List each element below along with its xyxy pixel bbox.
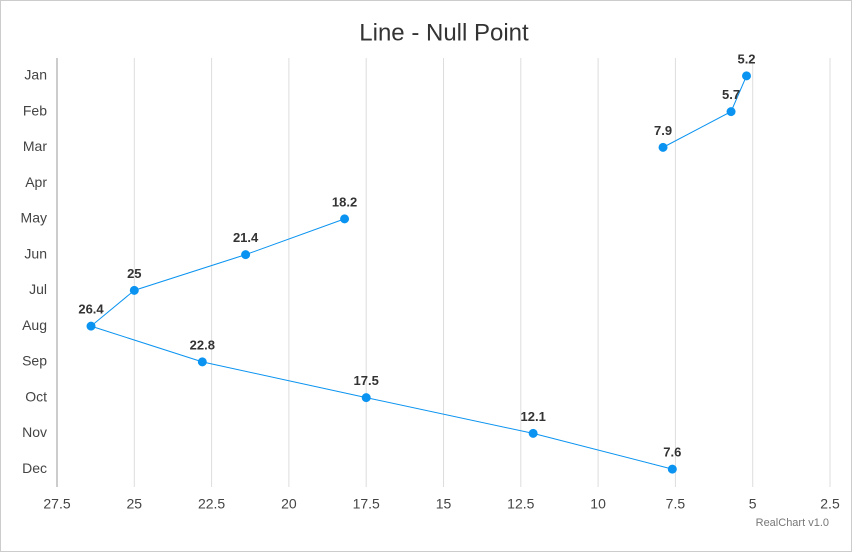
point <box>742 71 752 81</box>
value-label: 7.6 <box>663 445 681 460</box>
value-label: 17.5 <box>354 373 379 388</box>
point <box>528 428 538 438</box>
x-tick-label: 15 <box>436 496 452 512</box>
x-tick-label: 22.5 <box>198 496 225 512</box>
value-label: 7.9 <box>654 123 672 138</box>
point <box>658 142 668 152</box>
point <box>726 107 736 117</box>
point <box>129 285 139 295</box>
x-tick-label: 25 <box>127 496 143 512</box>
point <box>241 250 251 260</box>
y-tick-label: Oct <box>25 388 47 404</box>
value-label: 22.8 <box>190 337 215 352</box>
y-tick-label: Aug <box>22 317 47 333</box>
x-tick-label: 12.5 <box>507 496 534 512</box>
point <box>86 321 96 331</box>
y-tick-label: Feb <box>23 102 47 118</box>
x-tick-label: 2.5 <box>820 496 840 512</box>
x-tick-label: 7.5 <box>666 496 686 512</box>
y-tick-label: Nov <box>22 424 47 440</box>
y-tick-label: Apr <box>25 174 47 190</box>
chart-title: Line - Null Point <box>359 19 529 46</box>
value-label: 21.4 <box>233 230 259 245</box>
point <box>361 393 371 403</box>
value-label: 25 <box>127 266 141 281</box>
x-tick-label: 27.5 <box>43 496 70 512</box>
x-tick-label: 20 <box>281 496 297 512</box>
y-tick-label: Mar <box>23 138 47 154</box>
value-label: 5.7 <box>722 87 740 102</box>
value-label: 26.4 <box>78 302 104 317</box>
y-tick-label: Sep <box>22 353 47 369</box>
x-tick-label: 17.5 <box>353 496 380 512</box>
x-tick-label: 10 <box>590 496 606 512</box>
y-tick-label: Jun <box>24 245 47 261</box>
y-tick-label: Dec <box>22 460 47 476</box>
credits: RealChart v1.0 <box>756 517 829 529</box>
point <box>340 214 350 224</box>
point <box>667 464 677 474</box>
y-tick-label: Jan <box>24 67 47 83</box>
value-label: 18.2 <box>332 194 357 209</box>
value-label: 12.1 <box>521 409 546 424</box>
y-tick-label: May <box>21 210 47 226</box>
x-tick-label: 5 <box>749 496 757 512</box>
y-tick-label: Jul <box>29 281 47 297</box>
value-label: 5.2 <box>737 51 755 66</box>
point <box>197 357 207 367</box>
